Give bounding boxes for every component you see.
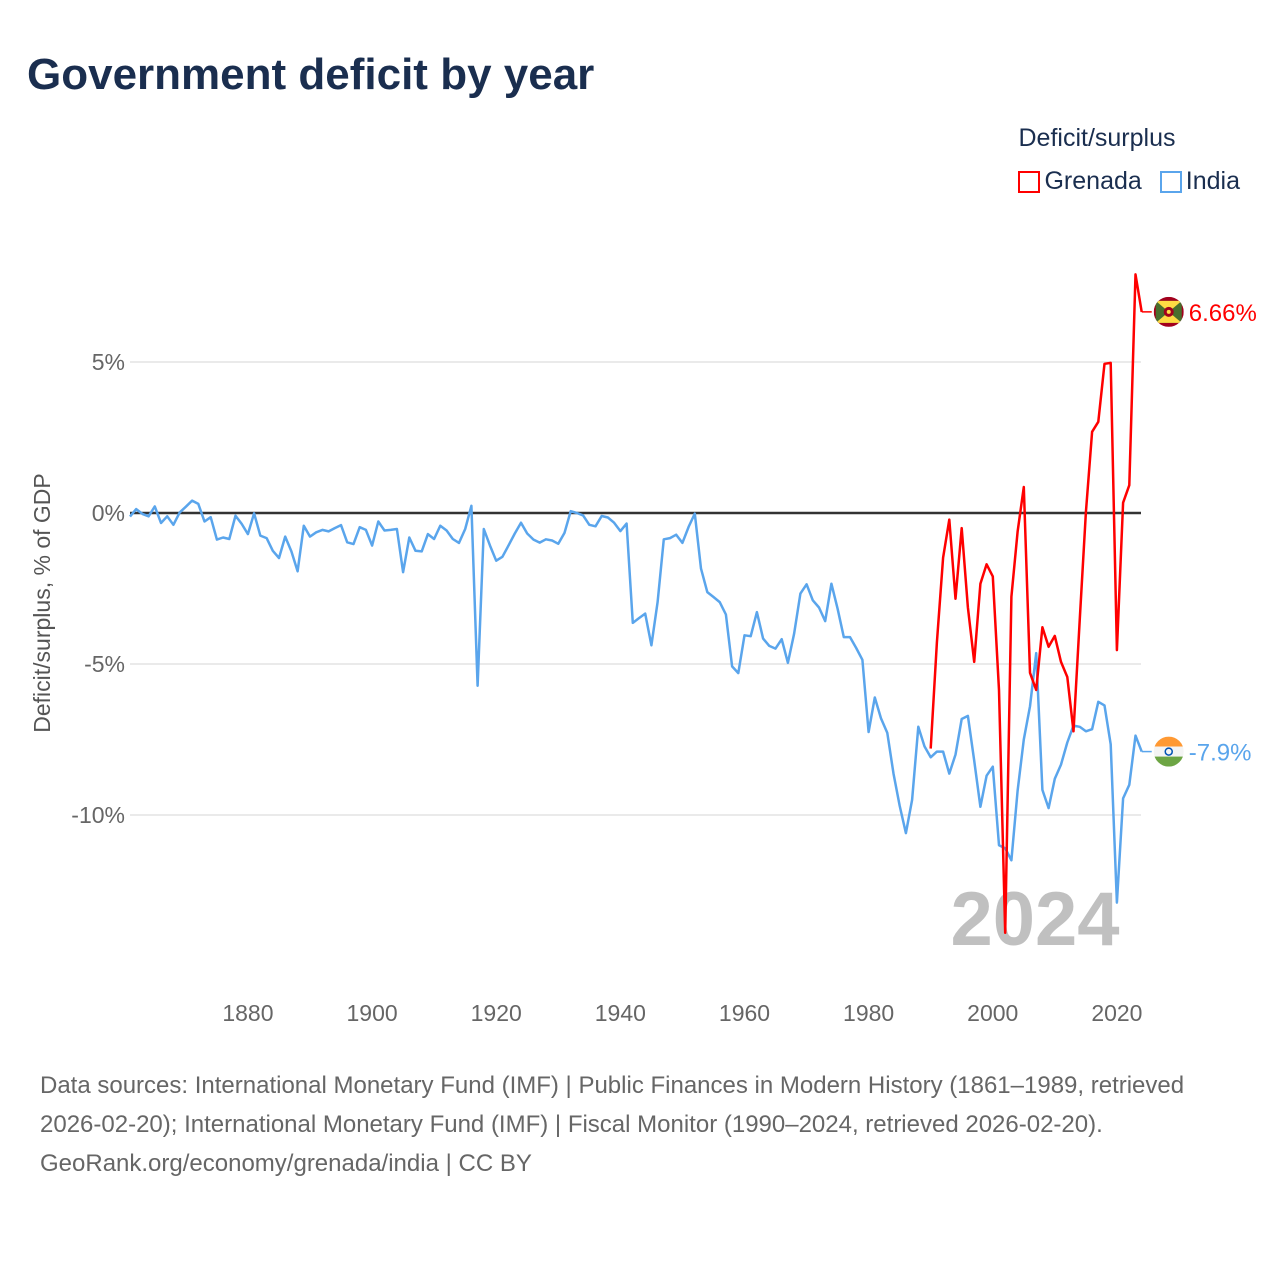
y-tick-label: -5% <box>84 651 125 677</box>
legend-item-grenada[interactable]: Grenada <box>1018 167 1142 196</box>
x-tick-label: 1880 <box>222 1000 273 1026</box>
chart-title: Government deficit by year <box>27 50 595 99</box>
x-tick-label: 1980 <box>843 1000 894 1026</box>
x-tick-label: 2020 <box>1091 1000 1142 1026</box>
legend-swatch-grenada <box>1018 170 1041 193</box>
grenada-flag-icon <box>1153 296 1184 327</box>
y-tick-label: 5% <box>92 349 125 375</box>
series-line-grenada[interactable] <box>929 273 1143 935</box>
y-tick-label: 0% <box>92 500 125 526</box>
current-year-watermark: 2024 <box>950 877 1119 962</box>
end-value-label-india: -7.9% <box>1189 740 1252 767</box>
credit-link[interactable]: GeoRank.org/economy/grenada/india | CC B… <box>40 1150 532 1177</box>
end-value-label-grenada: 6.66% <box>1189 300 1257 327</box>
x-tick-label: 1900 <box>346 1000 397 1026</box>
y-tick-label: -10% <box>71 802 125 828</box>
legend-item-india[interactable]: India <box>1159 167 1240 196</box>
x-tick-label: 2000 <box>967 1000 1018 1026</box>
x-tick-label: 1960 <box>719 1000 770 1026</box>
legend: Deficit/surplus Grenada India <box>1018 124 1240 196</box>
legend-label-grenada: Grenada <box>1044 167 1142 195</box>
series-line-india[interactable] <box>129 499 1143 904</box>
legend-label-india: India <box>1185 167 1240 195</box>
footer: Data sources: International Monetary Fun… <box>40 1066 1240 1183</box>
y-axis-label: Deficit/surplus, % of GDP <box>29 473 55 732</box>
legend-swatch-india <box>1159 170 1182 193</box>
x-tick-label: 1940 <box>595 1000 646 1026</box>
india-flag-icon <box>1153 736 1184 767</box>
x-tick-label: 1920 <box>471 1000 522 1026</box>
data-sources: Data sources: International Monetary Fun… <box>40 1072 1185 1138</box>
legend-title: Deficit/surplus <box>1018 124 1176 152</box>
